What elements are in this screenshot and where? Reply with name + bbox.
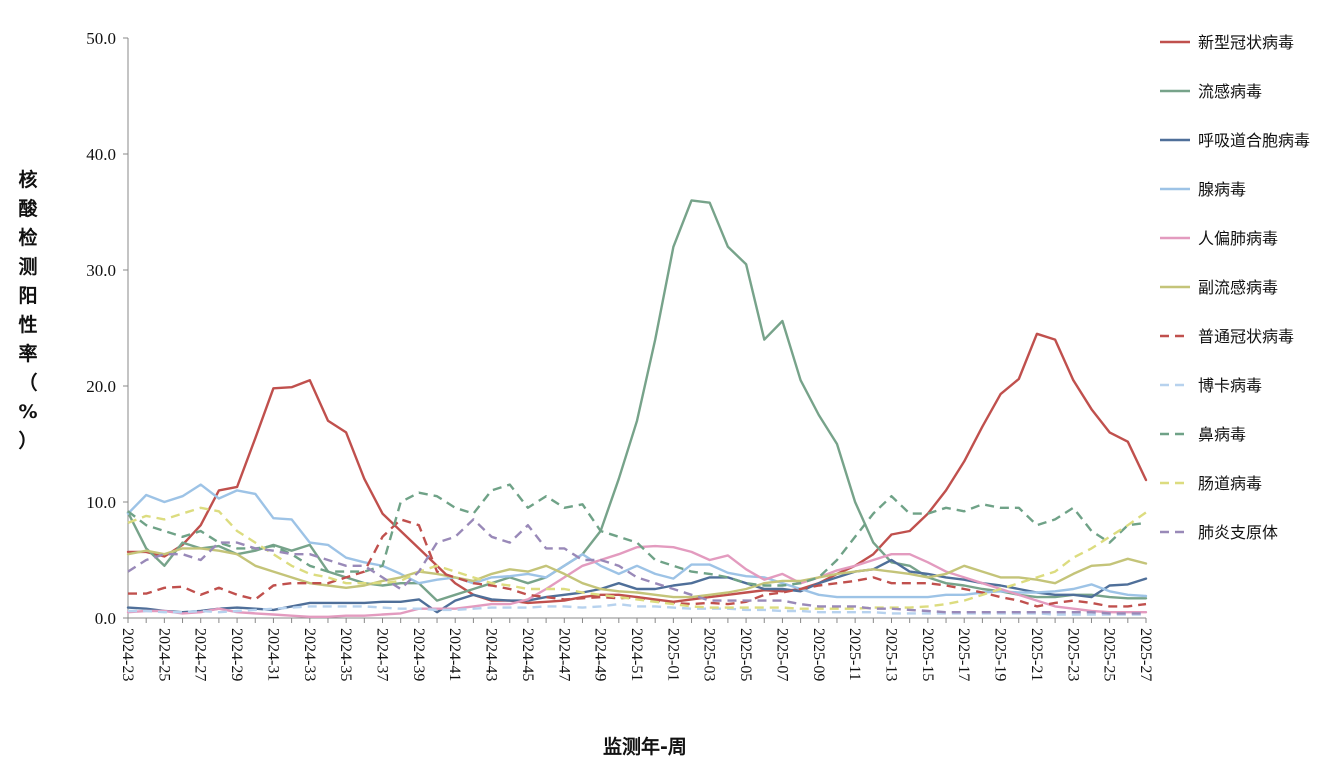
x-tick-label: 2025-27 (1137, 628, 1154, 681)
legend-label: 新型冠状病毒 (1198, 33, 1294, 52)
x-axis-ticks: 2024-23 2024-25 2024-27 2024-29 2024-31 2024-… (119, 618, 1154, 681)
legend-label: 腺病毒 (1198, 180, 1246, 199)
legend-label: 肠道病毒 (1198, 474, 1262, 493)
series-line-9 (127, 483, 1147, 587)
y-axis-title: 核酸检测阳性率（%） (18, 168, 38, 452)
legend-label: 鼻病毒 (1198, 425, 1246, 444)
legend-label: 人偏肺病毒 (1198, 229, 1278, 248)
x-tick-label: 2024-33 (301, 628, 318, 681)
x-tick-label: 2025-09 (810, 628, 827, 681)
x-tick-label: 2025-01 (664, 628, 681, 681)
x-tick-label: 2024-39 (410, 628, 427, 681)
legend-label: 副流感病毒 (1198, 278, 1278, 297)
x-tick-label: 2024-35 (337, 628, 354, 681)
series-line-10 (127, 506, 1147, 610)
legend-label: 博卡病毒 (1198, 376, 1262, 395)
y-tick-label: 50.0 (86, 29, 116, 48)
x-tick-label: 2025-15 (919, 628, 936, 681)
legend-label: 流感病毒 (1198, 82, 1262, 101)
x-tick-label: 2025-17 (955, 628, 972, 681)
x-tick-label: 2024-37 (374, 628, 391, 681)
series-line-7 (128, 518, 1147, 608)
series-line-6 (126, 547, 1148, 599)
x-tick-label: 2024-29 (228, 628, 245, 681)
series-line-2 (126, 199, 1148, 602)
y-tick-label: 40.0 (86, 145, 116, 164)
x-tick-label: 2024-51 (628, 628, 645, 681)
x-tick-label: 2025-25 (1101, 628, 1118, 681)
x-tick-label: 2024-43 (483, 628, 500, 681)
x-tick-label: 2025-07 (773, 628, 790, 681)
y-tick-label: 0.0 (95, 609, 116, 628)
x-tick-label: 2024-45 (519, 628, 536, 681)
y-axis-ticks: 0.0 10.0 20.0 30.0 40.0 50.0 (86, 29, 128, 628)
series-line-5 (126, 544, 1148, 618)
x-tick-label: 2024-47 (555, 628, 572, 681)
series-lines (126, 199, 1148, 618)
x-tick-label: 2024-23 (119, 628, 136, 681)
y-tick-label: 30.0 (86, 261, 116, 280)
x-tick-label: 2025-21 (1028, 628, 1045, 681)
legend: 新型冠状病毒流感病毒呼吸道合胞病毒腺病毒人偏肺病毒副流感病毒普通冠状病毒博卡病毒… (1160, 33, 1310, 542)
series-line-11 (127, 518, 1146, 615)
y-tick-label: 10.0 (86, 493, 116, 512)
plot-area: 0.010.020.030.040.050.0 2024-23 2024-25 20… (86, 29, 1154, 681)
legend-label: 呼吸道合胞病毒 (1198, 131, 1310, 150)
y-tick-label: 20.0 (86, 377, 116, 396)
series-line-4 (126, 483, 1148, 599)
x-tick-label: 2025-13 (883, 628, 900, 681)
series-line-1 (126, 332, 1148, 605)
x-tick-label: 2024-49 (592, 628, 609, 681)
x-tick-label: 2024-41 (446, 628, 463, 681)
x-tick-label: 2025-23 (1064, 628, 1081, 681)
x-tick-label: 2025-05 (737, 628, 754, 681)
x-tick-label: 2025-19 (992, 628, 1009, 681)
x-tick-label: 2025-11 (846, 628, 863, 681)
x-tick-label: 2024-25 (155, 628, 172, 681)
legend-label: 肺炎支原体 (1198, 523, 1278, 542)
x-tick-label: 2025-03 (701, 628, 718, 681)
x-axis-title: 监测年-周 (603, 735, 687, 758)
series-line-8 (128, 602, 1146, 616)
legend-label: 普通冠状病毒 (1198, 327, 1294, 346)
x-tick-label: 2024-31 (264, 628, 281, 681)
x-tick-label: 2024-27 (192, 628, 209, 681)
